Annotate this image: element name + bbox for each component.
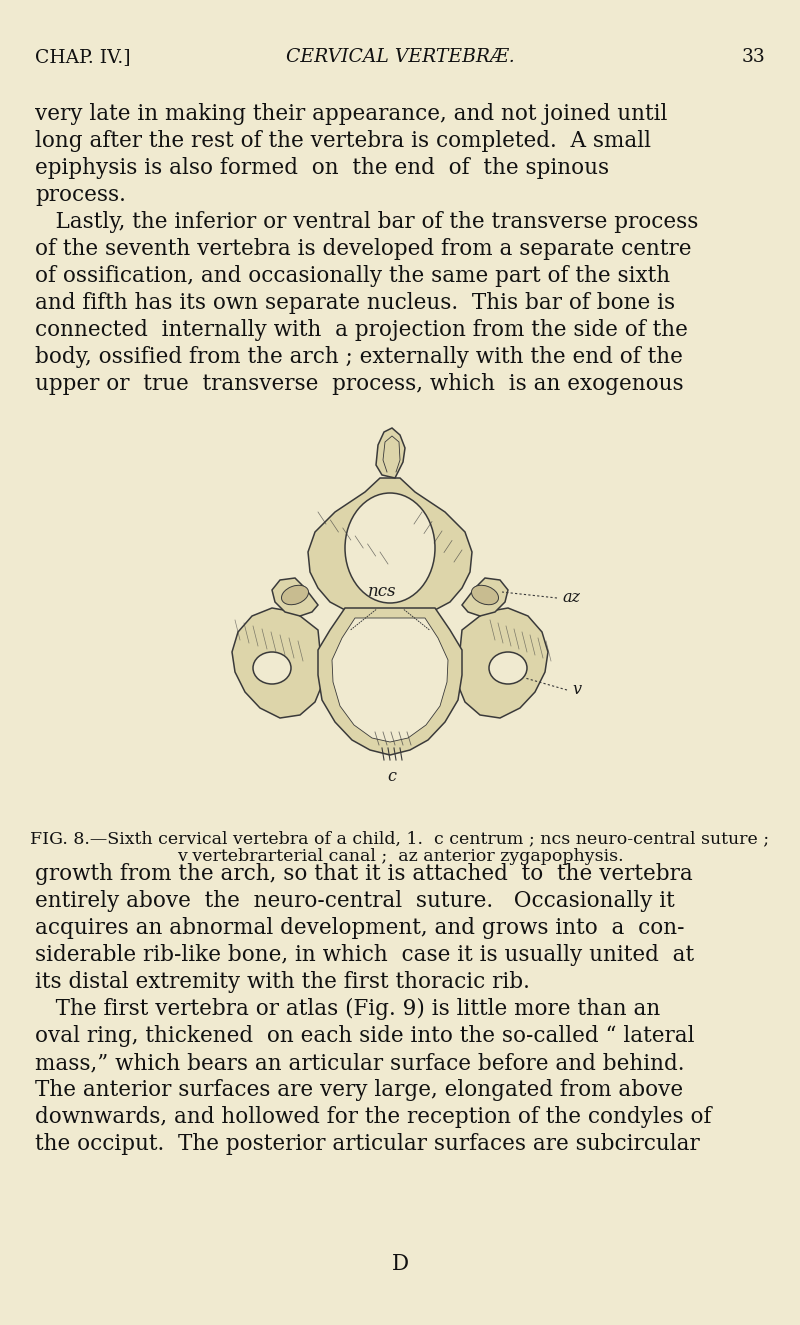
Text: its distal extremity with the first thoracic rib.: its distal extremity with the first thor… (35, 971, 530, 992)
Text: mass,” which bears an articular surface before and behind.: mass,” which bears an articular surface … (35, 1052, 685, 1075)
Text: epiphysis is also formed  on  the end  of  the spinous: epiphysis is also formed on the end of t… (35, 156, 609, 179)
Text: Lastly, the inferior or ventral bar of the transverse process: Lastly, the inferior or ventral bar of t… (35, 211, 698, 233)
Polygon shape (272, 578, 318, 616)
Text: entirely above  the  neuro-central  suture.   Occasionally it: entirely above the neuro-central suture.… (35, 890, 674, 912)
Polygon shape (332, 617, 448, 742)
Text: connected  internally with  a projection from the side of the: connected internally with a projection f… (35, 319, 688, 341)
Ellipse shape (471, 586, 498, 604)
Text: The anterior surfaces are very large, elongated from above: The anterior surfaces are very large, el… (35, 1079, 683, 1101)
Text: acquires an abnormal development, and grows into  a  con-: acquires an abnormal development, and gr… (35, 917, 685, 939)
Polygon shape (462, 578, 508, 616)
Text: CHAP. IV.]: CHAP. IV.] (35, 48, 130, 66)
Text: growth from the arch, so that it is attached  to  the vertebra: growth from the arch, so that it is atta… (35, 863, 693, 885)
Text: CERVICAL VERTEBRÆ.: CERVICAL VERTEBRÆ. (286, 48, 514, 66)
Polygon shape (458, 608, 548, 718)
Text: body, ossified from the arch ; externally with the end of the: body, ossified from the arch ; externall… (35, 346, 683, 368)
Text: c: c (387, 768, 397, 784)
Text: The first vertebra or atlas (Fig. 9) is little more than an: The first vertebra or atlas (Fig. 9) is … (35, 998, 660, 1020)
Text: FIG. 8.—Sixth cervical vertebra of a child, 1.  c centrum ; ncs neuro-central su: FIG. 8.—Sixth cervical vertebra of a chi… (30, 829, 770, 847)
Text: of the seventh vertebra is developed from a separate centre: of the seventh vertebra is developed fro… (35, 238, 691, 260)
Ellipse shape (282, 586, 309, 604)
Text: ncs: ncs (368, 583, 397, 600)
Text: upper or  true  transverse  process, which  is an exogenous: upper or true transverse process, which … (35, 374, 684, 395)
Text: and fifth has its own separate nucleus.  This bar of bone is: and fifth has its own separate nucleus. … (35, 292, 675, 314)
Polygon shape (308, 478, 472, 621)
Polygon shape (232, 608, 322, 718)
Text: az: az (562, 590, 580, 607)
Text: of ossification, and occasionally the same part of the sixth: of ossification, and occasionally the sa… (35, 265, 670, 288)
Text: D: D (391, 1253, 409, 1275)
Text: the occiput.  The posterior articular surfaces are subcircular: the occiput. The posterior articular sur… (35, 1133, 700, 1155)
Text: v vertebrarterial canal ;  az anterior zygapophysis.: v vertebrarterial canal ; az anterior zy… (177, 848, 623, 865)
Text: v: v (572, 681, 581, 698)
Text: siderable rib-like bone, in which  case it is usually united  at: siderable rib-like bone, in which case i… (35, 943, 694, 966)
Ellipse shape (253, 652, 291, 684)
Text: downwards, and hollowed for the reception of the condyles of: downwards, and hollowed for the receptio… (35, 1106, 711, 1128)
Ellipse shape (489, 652, 527, 684)
Text: long after the rest of the vertebra is completed.  A small: long after the rest of the vertebra is c… (35, 130, 651, 152)
Text: process.: process. (35, 184, 126, 205)
Text: very late in making their appearance, and not joined until: very late in making their appearance, an… (35, 103, 667, 125)
Polygon shape (376, 428, 405, 478)
Polygon shape (318, 608, 462, 755)
Ellipse shape (345, 493, 435, 603)
Text: 33: 33 (742, 48, 765, 66)
Text: oval ring, thickened  on each side into the so-called “ lateral: oval ring, thickened on each side into t… (35, 1026, 694, 1047)
